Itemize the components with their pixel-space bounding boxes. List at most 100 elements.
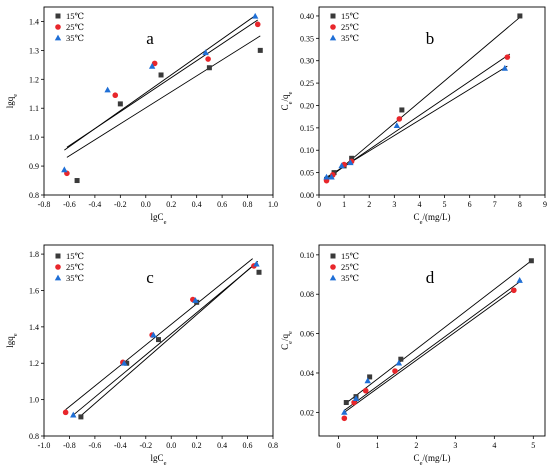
y-tick-label: 0.08 [300, 290, 314, 299]
data-point [328, 173, 335, 180]
legend-marker [330, 264, 336, 270]
y-tick-label: 0.15 [300, 124, 314, 133]
x-tick-label: 7 [493, 200, 497, 209]
x-tick-label: 4 [492, 441, 496, 450]
data-point [156, 337, 161, 343]
data-point [341, 408, 348, 415]
legend-marker [330, 253, 336, 259]
x-tick-label: 4 [417, 200, 421, 209]
x-tick-label: 0.4 [192, 200, 202, 209]
x-tick-label: -0.8 [63, 441, 76, 450]
x-tick-label: 9 [543, 200, 547, 209]
data-point [501, 64, 509, 71]
data-point [517, 13, 523, 19]
data-point [362, 387, 369, 394]
y-axis-label: Ce/qe [280, 331, 294, 350]
legend: 15℃25℃35℃ [329, 251, 359, 283]
x-tick-label: -0.6 [63, 200, 76, 209]
data-point [117, 101, 123, 107]
data-point [392, 368, 398, 374]
data-point [516, 277, 523, 283]
data-point [61, 166, 68, 173]
legend-entry: 35℃ [66, 273, 84, 283]
legend-marker [55, 13, 61, 19]
data-point [206, 65, 212, 71]
y-tick-label: 1.8 [29, 250, 39, 259]
x-axis-label: lgCe [151, 453, 167, 467]
data-point [364, 377, 371, 384]
fit-line [66, 35, 261, 158]
y-tick-label: 0.30 [300, 57, 314, 66]
legend-entry: 25℃ [341, 262, 359, 272]
x-tick-label: 8 [518, 200, 522, 209]
x-tick-label: -0.4 [114, 441, 127, 450]
y-tick-label: 0.04 [300, 369, 314, 378]
x-axis-label: Ce/(mg/L) [414, 212, 451, 226]
legend: 15℃25℃35℃ [54, 251, 84, 283]
panel-d: 0 1 2 3 4 5 0.02 0.04 0.06 0.08 0.10 Ce/(mg/L) Ce/qe… [280, 244, 546, 467]
x-tick-label: 3 [392, 200, 396, 209]
fit-line [325, 53, 511, 180]
fit-line [65, 258, 253, 410]
x-tick-label: 0.8 [268, 441, 278, 450]
legend-marker [329, 34, 337, 41]
y-axis-label: lgqe [5, 333, 19, 348]
data-point [343, 400, 349, 406]
x-tick-label: 0.8 [243, 200, 253, 209]
x-tick-label: 0.4 [217, 441, 227, 450]
fit-line [344, 287, 517, 413]
y-tick-label: 0.00 [300, 191, 314, 200]
data-point [528, 258, 534, 264]
y-tick-label: 0.02 [300, 408, 314, 417]
y-tick-label: 0.8 [29, 191, 39, 200]
fit-line [344, 260, 532, 405]
y-tick-label: 0.06 [300, 330, 314, 339]
plot-frame [43, 244, 274, 437]
x-tick-label: 1 [342, 200, 346, 209]
data-point [78, 414, 84, 420]
y-tick-label: 0.20 [300, 101, 314, 110]
x-tick-label: 6 [468, 200, 472, 209]
legend-entry: 25℃ [66, 22, 84, 32]
legend: 15℃25℃35℃ [54, 11, 84, 43]
data-point [253, 260, 260, 267]
x-tick-label: -0.2 [139, 441, 152, 450]
fit-line [325, 65, 508, 179]
panel-b: 0 1 2 3 4 5 6 7 8 9 0.00 0.05 0.10 0.15 0.20 0.25 0.30 0.… [280, 6, 547, 226]
data-point [150, 331, 157, 338]
y-tick-label: 1.6 [29, 286, 39, 295]
data-point [367, 374, 373, 380]
data-point [112, 92, 119, 99]
y-tick-label: 1.2 [29, 75, 39, 84]
x-tick-label: -0.4 [89, 200, 102, 209]
x-tick-label: -0.8 [38, 200, 51, 209]
y-axis-label: lgqe [5, 94, 19, 109]
data-point [323, 173, 330, 180]
fit-line [64, 15, 256, 151]
legend-marker [55, 264, 61, 270]
legend-entry: 25℃ [66, 262, 84, 272]
x-axis-label: Ce/(mg/L) [414, 453, 451, 467]
panel-letter: c [146, 268, 154, 287]
x-tick-label: 0 [317, 200, 321, 209]
legend-marker [55, 253, 61, 259]
data-point [151, 60, 158, 67]
fit-line [72, 263, 256, 416]
x-tick-label: 0.0 [141, 200, 151, 209]
y-tick-label: 0.40 [300, 12, 314, 21]
data-point [205, 56, 211, 62]
data-point [148, 62, 156, 69]
x-axis-label: lgCe [151, 212, 167, 226]
data-point [338, 162, 345, 169]
x-tick-label: 1.0 [268, 200, 278, 209]
data-point [120, 359, 128, 366]
data-point [62, 409, 69, 416]
y-tick-label: 1.0 [29, 396, 39, 405]
x-tick-label: 0.2 [166, 200, 176, 209]
legend-entry: 15℃ [66, 11, 84, 21]
x-tick-label: 0.2 [192, 441, 202, 450]
data-point [399, 107, 405, 113]
panel-a: -0.8 -0.6 -0.4 -0.2 0.0 0.2 0.4 0.6 0.8 1.0 0.8 0.9… [5, 6, 278, 226]
data-point [351, 399, 357, 406]
